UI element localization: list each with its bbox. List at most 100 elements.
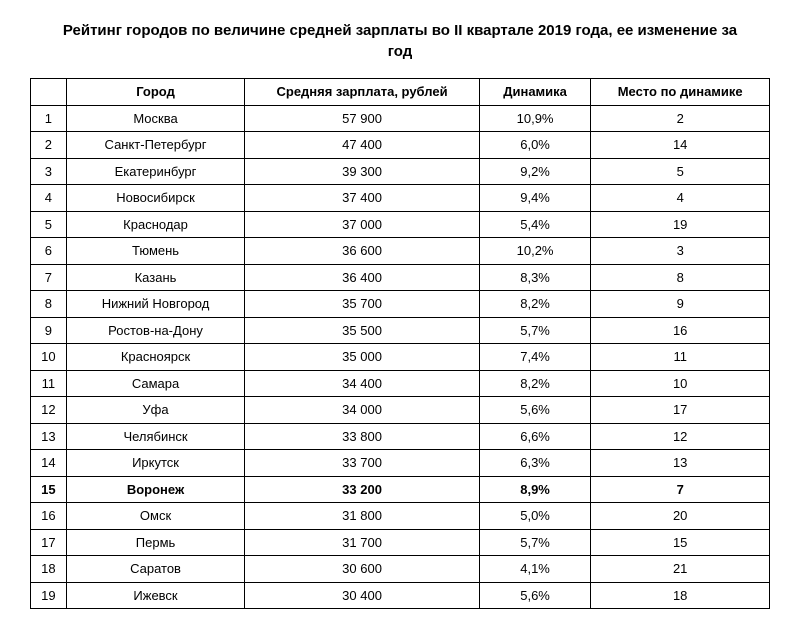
cell-rank-by-dynamics: 18	[591, 582, 770, 609]
cell-rank: 1	[31, 105, 67, 132]
cell-rank-by-dynamics: 7	[591, 476, 770, 503]
cell-salary: 34 400	[245, 370, 479, 397]
cell-dynamics: 9,4%	[479, 185, 591, 212]
cell-dynamics: 5,7%	[479, 529, 591, 556]
table-row: 7Казань36 4008,3%8	[31, 264, 770, 291]
cell-rank: 9	[31, 317, 67, 344]
table-row: 17Пермь31 7005,7%15	[31, 529, 770, 556]
cell-city: Новосибирск	[66, 185, 245, 212]
cell-rank: 5	[31, 211, 67, 238]
cell-salary: 33 200	[245, 476, 479, 503]
cell-salary: 31 800	[245, 503, 479, 530]
cell-city: Санкт-Петербург	[66, 132, 245, 159]
table-row: 16Омск31 8005,0%20	[31, 503, 770, 530]
cell-city: Краснодар	[66, 211, 245, 238]
cell-salary: 30 400	[245, 582, 479, 609]
col-header-salary: Средняя зарплата, рублей	[245, 79, 479, 106]
cell-city: Нижний Новгород	[66, 291, 245, 318]
cell-dynamics: 9,2%	[479, 158, 591, 185]
cell-rank-by-dynamics: 4	[591, 185, 770, 212]
cell-salary: 47 400	[245, 132, 479, 159]
cell-dynamics: 10,9%	[479, 105, 591, 132]
cell-salary: 34 000	[245, 397, 479, 424]
cell-rank: 18	[31, 556, 67, 583]
cell-city: Ижевск	[66, 582, 245, 609]
cell-city: Тюмень	[66, 238, 245, 265]
col-header-city: Город	[66, 79, 245, 106]
cell-dynamics: 6,0%	[479, 132, 591, 159]
table-row: 14Иркутск33 7006,3%13	[31, 450, 770, 477]
cell-rank: 17	[31, 529, 67, 556]
cell-salary: 57 900	[245, 105, 479, 132]
cell-rank: 16	[31, 503, 67, 530]
cell-salary: 39 300	[245, 158, 479, 185]
cell-rank-by-dynamics: 13	[591, 450, 770, 477]
cell-salary: 33 700	[245, 450, 479, 477]
cell-city: Челябинск	[66, 423, 245, 450]
salary-ranking-table: Город Средняя зарплата, рублей Динамика …	[30, 78, 770, 609]
cell-rank: 3	[31, 158, 67, 185]
cell-rank: 13	[31, 423, 67, 450]
cell-salary: 33 800	[245, 423, 479, 450]
cell-dynamics: 5,4%	[479, 211, 591, 238]
table-row: 8Нижний Новгород35 7008,2%9	[31, 291, 770, 318]
cell-rank-by-dynamics: 16	[591, 317, 770, 344]
cell-rank: 4	[31, 185, 67, 212]
cell-dynamics: 5,6%	[479, 397, 591, 424]
cell-dynamics: 8,3%	[479, 264, 591, 291]
cell-salary: 35 000	[245, 344, 479, 371]
cell-city: Омск	[66, 503, 245, 530]
cell-rank: 14	[31, 450, 67, 477]
cell-rank-by-dynamics: 19	[591, 211, 770, 238]
cell-dynamics: 10,2%	[479, 238, 591, 265]
col-header-rank-by-dynamics: Место по динамике	[591, 79, 770, 106]
cell-city: Красноярск	[66, 344, 245, 371]
cell-rank: 6	[31, 238, 67, 265]
cell-dynamics: 7,4%	[479, 344, 591, 371]
cell-salary: 35 700	[245, 291, 479, 318]
cell-rank: 10	[31, 344, 67, 371]
cell-salary: 35 500	[245, 317, 479, 344]
cell-rank: 12	[31, 397, 67, 424]
cell-rank-by-dynamics: 3	[591, 238, 770, 265]
table-row: 11Самара34 4008,2%10	[31, 370, 770, 397]
table-row: 18Саратов30 6004,1%21	[31, 556, 770, 583]
table-row: 4Новосибирск37 4009,4%4	[31, 185, 770, 212]
cell-rank-by-dynamics: 5	[591, 158, 770, 185]
cell-rank-by-dynamics: 20	[591, 503, 770, 530]
cell-salary: 36 400	[245, 264, 479, 291]
cell-rank: 8	[31, 291, 67, 318]
cell-salary: 37 000	[245, 211, 479, 238]
cell-city: Екатеринбург	[66, 158, 245, 185]
cell-dynamics: 5,0%	[479, 503, 591, 530]
cell-dynamics: 6,3%	[479, 450, 591, 477]
cell-rank-by-dynamics: 14	[591, 132, 770, 159]
cell-rank-by-dynamics: 15	[591, 529, 770, 556]
table-row: 3Екатеринбург39 3009,2%5	[31, 158, 770, 185]
cell-city: Москва	[66, 105, 245, 132]
cell-rank-by-dynamics: 10	[591, 370, 770, 397]
cell-rank-by-dynamics: 8	[591, 264, 770, 291]
table-row: 15Воронеж33 2008,9%7	[31, 476, 770, 503]
cell-dynamics: 5,6%	[479, 582, 591, 609]
cell-city: Воронеж	[66, 476, 245, 503]
cell-rank: 2	[31, 132, 67, 159]
table-row: 10Красноярск35 0007,4%11	[31, 344, 770, 371]
cell-salary: 31 700	[245, 529, 479, 556]
table-row: 19Ижевск30 4005,6%18	[31, 582, 770, 609]
table-body: 1Москва57 90010,9%22Санкт-Петербург47 40…	[31, 105, 770, 609]
col-header-dynamics: Динамика	[479, 79, 591, 106]
cell-city: Уфа	[66, 397, 245, 424]
cell-salary: 36 600	[245, 238, 479, 265]
cell-rank: 11	[31, 370, 67, 397]
cell-rank-by-dynamics: 9	[591, 291, 770, 318]
cell-rank-by-dynamics: 11	[591, 344, 770, 371]
cell-rank-by-dynamics: 2	[591, 105, 770, 132]
cell-rank: 19	[31, 582, 67, 609]
cell-salary: 37 400	[245, 185, 479, 212]
table-row: 13Челябинск33 8006,6%12	[31, 423, 770, 450]
cell-city: Казань	[66, 264, 245, 291]
cell-rank: 15	[31, 476, 67, 503]
cell-city: Иркутск	[66, 450, 245, 477]
cell-rank-by-dynamics: 17	[591, 397, 770, 424]
